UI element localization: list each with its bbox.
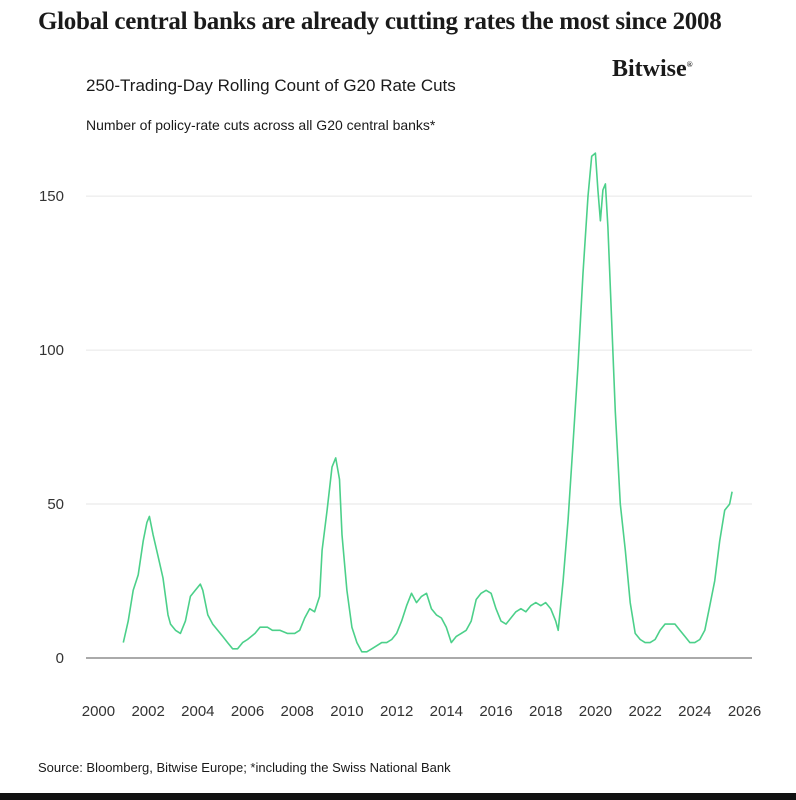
y-tick-label: 0	[56, 650, 64, 667]
source-note: Source: Bloomberg, Bitwise Europe; *incl…	[38, 760, 451, 775]
chart-title: 250-Trading-Day Rolling Count of G20 Rat…	[86, 76, 456, 95]
x-tick-label: 2018	[529, 703, 562, 720]
x-tick-label: 2022	[628, 703, 661, 720]
x-axis-ticks: 2000 2002 2004 2006 2008 2010 2012 2014 2016 2018…	[82, 703, 761, 720]
x-tick-label: 2000	[82, 703, 115, 720]
series-line	[122, 152, 733, 653]
x-tick-label: 2020	[579, 703, 612, 720]
y-axis-ticks: 0 50 100 150	[39, 188, 64, 667]
y-tick-label: 50	[47, 496, 64, 513]
logo-text: Bitwise	[612, 56, 687, 82]
x-tick-label: 2008	[281, 703, 314, 720]
x-tick-label: 2026	[728, 703, 761, 720]
registered-mark: ®	[686, 60, 693, 69]
gridlines	[86, 195, 752, 505]
x-tick-label: 2010	[330, 703, 363, 720]
y-tick-label: 100	[39, 342, 64, 359]
x-tick-label: 2016	[479, 703, 512, 720]
x-tick-label: 2024	[678, 703, 711, 720]
bottom-rule	[0, 793, 796, 800]
headline: Global central banks are already cutting…	[38, 8, 722, 35]
x-tick-label: 2004	[181, 703, 214, 720]
x-tick-label: 2006	[231, 703, 264, 720]
bitwise-logo: Bitwise®	[612, 56, 693, 83]
y-tick-label: 150	[39, 188, 64, 205]
chart-subtitle: Number of policy-rate cuts across all G2…	[86, 117, 436, 133]
x-tick-label: 2002	[131, 703, 164, 720]
x-tick-label: 2012	[380, 703, 413, 720]
x-tick-label: 2014	[430, 703, 463, 720]
